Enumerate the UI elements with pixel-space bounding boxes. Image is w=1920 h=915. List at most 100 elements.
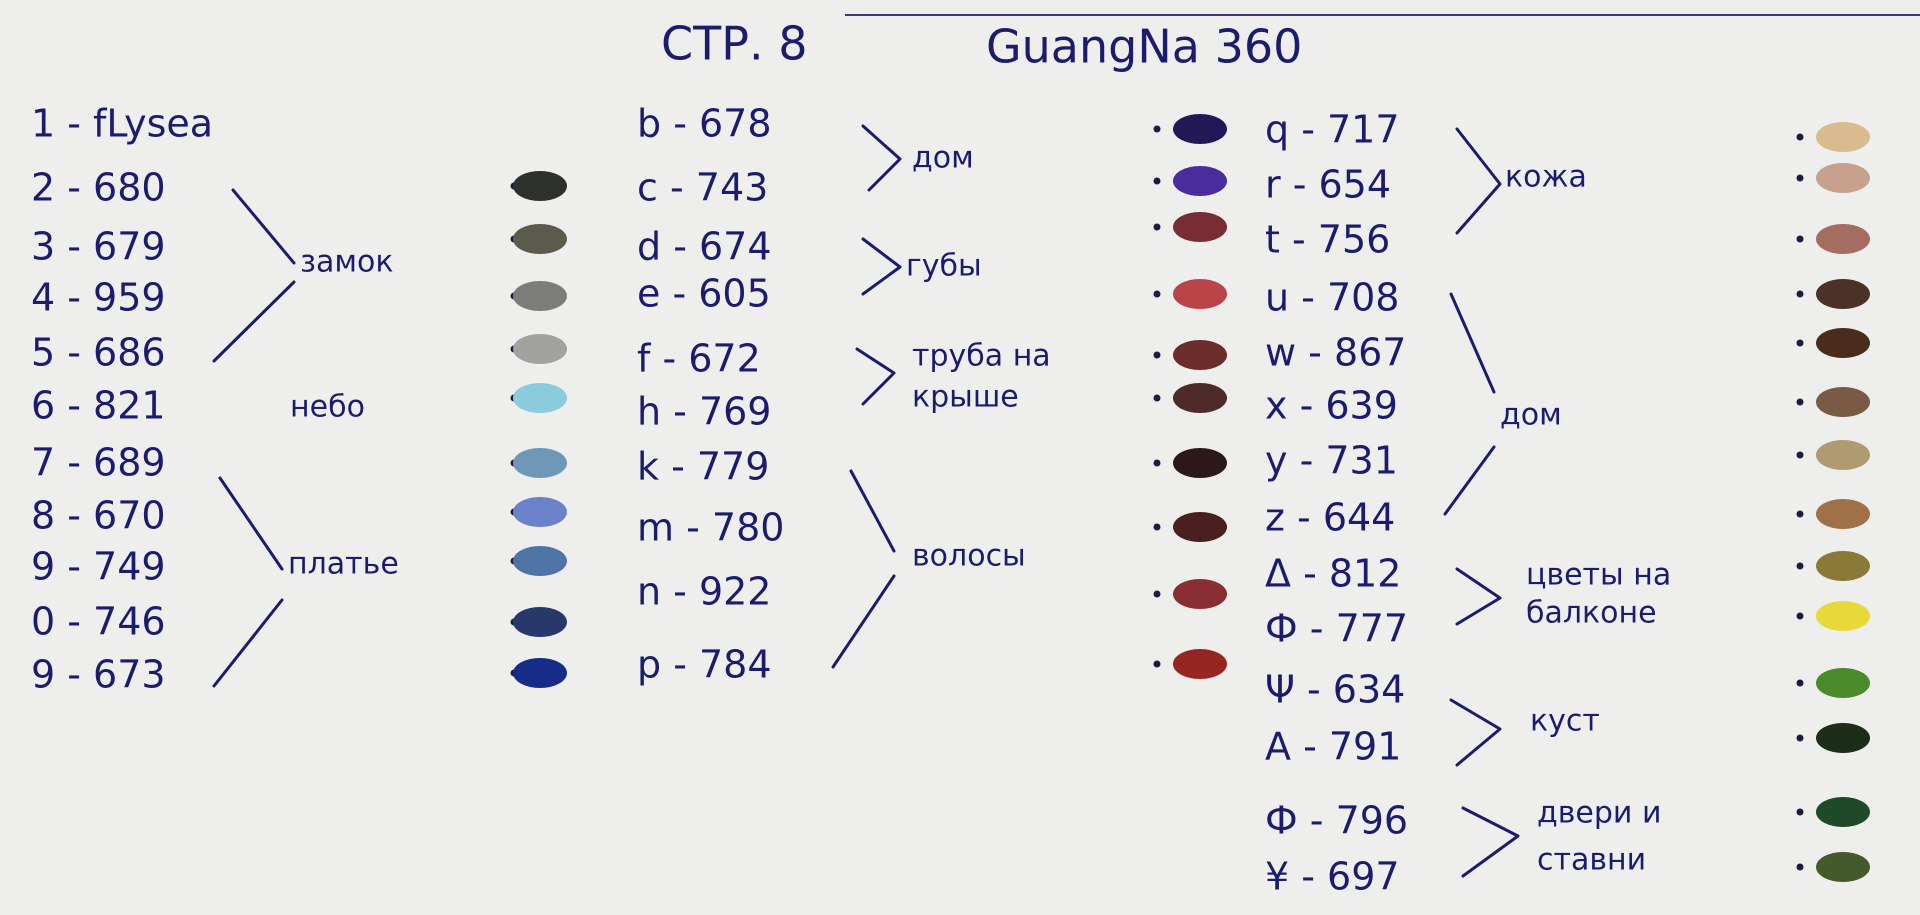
brace (831, 469, 896, 669)
brace (861, 124, 902, 192)
swatch-dot (1153, 351, 1161, 359)
color-entry: 9 - 673 (31, 653, 166, 697)
swatch-dot (1153, 394, 1161, 402)
color-swatch (1816, 279, 1870, 309)
swatch-dot (1153, 459, 1161, 467)
color-entry: Ф - 796 (1265, 799, 1408, 843)
group-label: ставни (1537, 843, 1646, 878)
swatch-dot (1796, 451, 1804, 459)
group-label: волосы (912, 539, 1026, 574)
color-entry: f - 672 (637, 337, 761, 381)
swatch-dot (1796, 562, 1804, 570)
color-entry: e - 605 (637, 272, 771, 316)
swatch-dot (1796, 808, 1804, 816)
swatch-dot (1796, 612, 1804, 620)
color-entry: 7 - 689 (31, 441, 166, 485)
color-swatch (1173, 114, 1227, 144)
color-entry: q - 717 (1265, 108, 1400, 152)
color-swatch (513, 607, 567, 637)
swatch-dot (1153, 660, 1161, 668)
color-entry: x - 639 (1265, 384, 1398, 428)
color-entry: r - 654 (1265, 163, 1391, 207)
color-entry: 1 - fLysea (31, 102, 213, 146)
group-label: дом (1500, 398, 1562, 433)
swatch-dot (1153, 223, 1161, 231)
color-swatch (1816, 551, 1870, 581)
color-swatch (1816, 224, 1870, 254)
group-label: балконе (1526, 596, 1657, 631)
color-entry: 0 - 746 (31, 600, 166, 644)
color-entry: 3 - 679 (31, 225, 166, 269)
color-swatch (1816, 668, 1870, 698)
color-swatch (513, 658, 567, 688)
color-swatch (1173, 512, 1227, 542)
color-entry: t - 756 (1265, 218, 1390, 262)
color-entry: ¥ - 697 (1265, 855, 1400, 899)
swatch-dot (1796, 734, 1804, 742)
color-swatch (513, 281, 567, 311)
color-swatch (1816, 163, 1870, 193)
color-entry: 5 - 686 (31, 331, 166, 375)
swatch-dot (1796, 339, 1804, 347)
group-label: платье (288, 547, 399, 582)
swatch-dot (1796, 679, 1804, 687)
swatch-dot (1796, 174, 1804, 182)
swatch-dot (1796, 133, 1804, 141)
color-entry: 6 - 821 (31, 384, 166, 428)
color-swatch (1816, 499, 1870, 529)
color-entry: y - 731 (1265, 439, 1398, 483)
color-entry: w - 867 (1265, 331, 1406, 375)
color-swatch (1173, 166, 1227, 196)
group-label: кожа (1505, 160, 1587, 195)
group-label: дом (912, 141, 974, 176)
color-swatch (1173, 279, 1227, 309)
brace (212, 188, 296, 363)
brace (1455, 567, 1502, 626)
color-swatch (1173, 383, 1227, 413)
color-entry: n - 922 (637, 570, 771, 614)
brace (855, 347, 896, 406)
color-swatch (1816, 852, 1870, 882)
swatch-dot (1153, 523, 1161, 531)
color-swatch (1173, 340, 1227, 370)
braces (212, 124, 1520, 878)
color-swatch (513, 448, 567, 478)
group-label: труба на (912, 339, 1051, 374)
brace (1455, 127, 1502, 235)
group-label: крыше (912, 380, 1019, 415)
color-entry: d - 674 (637, 225, 772, 269)
color-swatch (1173, 448, 1227, 478)
swatch-dot (1796, 235, 1804, 243)
swatch-dot (1153, 125, 1161, 133)
brace (1461, 806, 1520, 878)
color-swatch (513, 546, 567, 576)
color-swatch (1173, 649, 1227, 679)
color-swatch (1816, 387, 1870, 417)
group-label: небо (290, 390, 365, 425)
color-swatch (513, 171, 567, 201)
brace (1449, 698, 1502, 767)
color-entry: b - 678 (637, 102, 772, 146)
color-entry: 4 - 959 (31, 276, 166, 320)
group-label: губы (906, 249, 982, 284)
color-entry: p - 784 (637, 643, 772, 687)
group-label: цветы на (1526, 558, 1671, 593)
color-entry: k - 779 (637, 445, 769, 489)
color-swatch (1816, 440, 1870, 470)
color-swatch (513, 334, 567, 364)
brace (1443, 292, 1496, 516)
swatch-dot (1796, 863, 1804, 871)
color-swatch (1816, 723, 1870, 753)
brand-title: GuangNa 360 (986, 20, 1302, 74)
color-entry: Ф - 777 (1265, 607, 1408, 651)
color-entry: 9 - 749 (31, 545, 166, 589)
swatch-dot (1796, 290, 1804, 298)
brace (212, 476, 284, 688)
color-entry: Ψ - 634 (1265, 668, 1405, 712)
color-swatch (1816, 601, 1870, 631)
color-swatch (1173, 212, 1227, 242)
color-entry: c - 743 (637, 166, 768, 210)
